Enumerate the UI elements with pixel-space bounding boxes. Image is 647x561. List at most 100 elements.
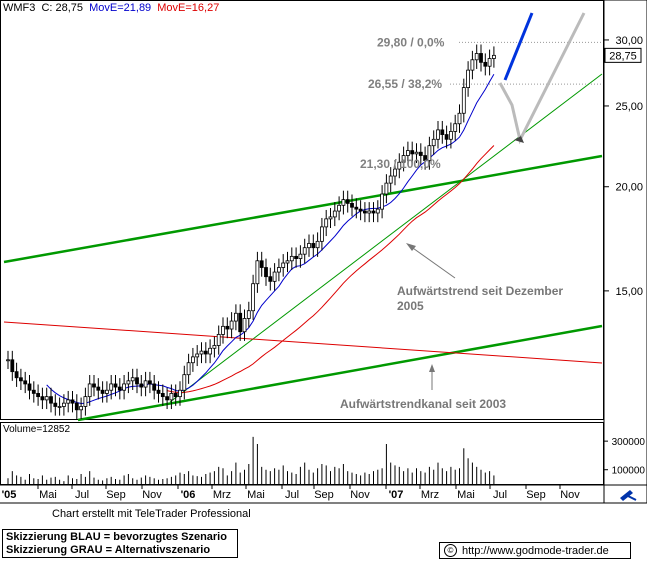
- bar-body: [440, 129, 445, 135]
- bar-body: [130, 377, 135, 382]
- bar-body: [57, 406, 62, 408]
- bar-body: [246, 310, 251, 319]
- bar-body: [358, 208, 363, 212]
- bar-body: [410, 150, 415, 155]
- fibonacci-labels: 29,80 / 0,0% 26,55 / 38,2% 21,30 / 100,0%: [360, 35, 445, 171]
- volume-tick-label: 300000: [612, 437, 646, 448]
- y-tick-label: 20,00: [615, 182, 643, 194]
- bar-body: [160, 393, 165, 398]
- chart-tool-icon[interactable]: [606, 486, 646, 502]
- ma-short-line: [46, 74, 495, 405]
- bar-body: [105, 389, 109, 394]
- ma-long-line: [166, 145, 495, 394]
- bar-body: [199, 350, 204, 355]
- y-tick-label: 25,00: [615, 101, 643, 113]
- bar-body: [466, 69, 471, 88]
- bar-body: [294, 255, 299, 259]
- bar-body: [36, 393, 40, 398]
- x-tick-label: Sep: [106, 489, 126, 501]
- bar-body: [457, 112, 462, 125]
- volume-label: Volume=12852: [3, 424, 70, 435]
- bar-body: [418, 151, 423, 156]
- bar-body: [285, 260, 290, 264]
- bar-body: [135, 377, 139, 385]
- price-axis: 30,00 25,00 20,00 15,00 28,75: [604, 35, 643, 298]
- source-link[interactable]: http://www.godmode-trader.de: [462, 544, 609, 557]
- bar-body: [319, 226, 324, 242]
- scenario-legend: Skizzierung BLAU = bevorzugtes Szenario …: [2, 529, 238, 558]
- bar-body: [448, 131, 453, 140]
- bar-body: [238, 312, 243, 333]
- x-tick-label: Sep: [314, 489, 334, 501]
- bar-body: [328, 216, 333, 220]
- bar-body: [491, 54, 496, 59]
- x-tick-label: Jul: [75, 489, 89, 501]
- upper-channel-line: [3, 154, 603, 264]
- bar-body: [165, 396, 170, 401]
- bar-body: [388, 175, 393, 184]
- bar-body: [380, 193, 385, 210]
- x-tick-label: Nov: [350, 489, 370, 501]
- x-tick-label: Mai: [247, 489, 265, 501]
- bar-body: [298, 253, 303, 259]
- bar-body: [221, 325, 225, 335]
- bar-body: [87, 383, 92, 398]
- bar-body: [44, 396, 49, 401]
- bar-body: [186, 362, 191, 376]
- bar-body: [367, 210, 372, 214]
- bar-body: [74, 402, 79, 411]
- x-tick-label: '06: [181, 489, 196, 501]
- x-tick-label: Mai: [457, 489, 475, 501]
- bar-body: [332, 210, 337, 218]
- bar-body: [143, 380, 148, 388]
- bar-body: [203, 350, 208, 355]
- resistance-line-red: [3, 321, 603, 364]
- bar-body: [27, 383, 32, 391]
- bar-body: [178, 389, 182, 398]
- bar-body: [427, 145, 432, 161]
- bar-body: [216, 334, 221, 346]
- bar-body: [345, 199, 350, 204]
- bar-body: [393, 168, 397, 177]
- symbol-label: WMF3: [3, 2, 35, 14]
- last-price-box: [604, 47, 642, 63]
- fib-label: 29,80 / 0,0%: [377, 35, 445, 49]
- uptrend-arrowhead: [406, 243, 416, 251]
- bar-body: [302, 247, 307, 255]
- x-tick-label: Mrz: [421, 489, 439, 501]
- price-bars: [6, 44, 496, 419]
- bar-body: [92, 383, 96, 388]
- volume-axis: 300000 100000: [604, 437, 645, 477]
- bar-body: [401, 155, 406, 163]
- uptrend-arrow-line: [409, 245, 456, 279]
- bar-body: [169, 393, 174, 401]
- bar-body: [474, 53, 479, 61]
- volume-panel-frame: [0, 422, 604, 485]
- bar-body: [436, 129, 440, 140]
- bar-body: [281, 262, 286, 268]
- bar-body: [195, 353, 200, 358]
- moving-averages: [46, 74, 495, 405]
- source-link-box[interactable]: © http://www.godmode-trader.de: [439, 542, 631, 559]
- bar-body: [49, 396, 53, 404]
- bar-body: [483, 61, 488, 67]
- chart-credit: Chart erstellt mit TeleTrader Profession…: [52, 508, 251, 520]
- bar-body: [384, 182, 389, 195]
- bar-body: [79, 406, 83, 411]
- bar-body: [251, 283, 256, 312]
- fib-label: 21,30 / 100,0%: [360, 157, 441, 171]
- bar-body: [96, 386, 101, 391]
- bar-body: [190, 356, 195, 364]
- bar-body: [83, 396, 88, 407]
- bar-body: [350, 203, 354, 208]
- bar-body: [18, 377, 23, 382]
- bar-body: [324, 218, 329, 228]
- svg-text:WMF3 C: 28,75 MovE=21,: WMF3 C: 28,75 MovE=21,89 MovE=16,27: [3, 2, 219, 14]
- bar-body: [341, 199, 346, 206]
- bar-body: [126, 380, 131, 385]
- bar-body: [152, 383, 157, 391]
- bar-body: [233, 312, 238, 322]
- bar-body: [212, 345, 217, 349]
